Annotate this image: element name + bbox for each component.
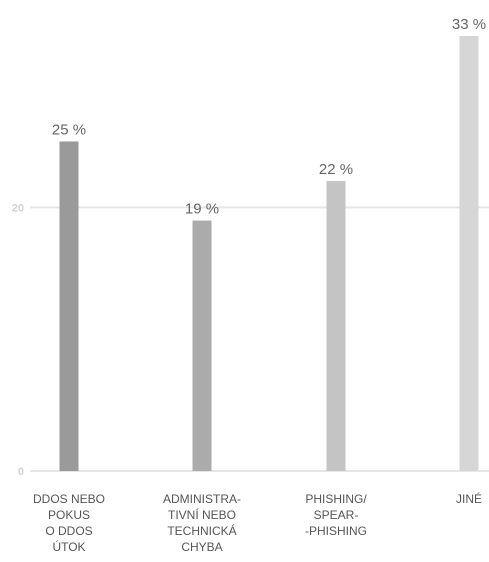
- category-label-line: O DDOS: [45, 524, 92, 538]
- value-label: 25 %: [52, 121, 86, 138]
- bar: [192, 220, 212, 471]
- category-label-line: SPEAR-: [314, 508, 359, 522]
- category-label-line: JINÉ: [456, 491, 482, 506]
- y-axis-ticks: 0 20: [12, 202, 24, 478]
- value-labels: 25 % 19 % 22 % 33 %: [52, 16, 486, 218]
- category-label-line: -PHISHING: [305, 524, 367, 538]
- category-label-line: DDOS NEBO: [33, 492, 105, 506]
- bars: [59, 36, 479, 472]
- category-label-line: PHISHING/: [305, 492, 367, 506]
- category-label: DDOS NEBO POKUS O DDOS ÚTOK: [33, 492, 105, 554]
- value-label: 19 %: [185, 201, 219, 218]
- gridlines: [30, 206, 489, 472]
- category-label-line: POKUS: [48, 508, 90, 522]
- category-label: PHISHING/SPEAR- -PHISHING: [305, 492, 367, 538]
- y-tick-label: 0: [18, 466, 24, 478]
- category-label-line: ÚTOK: [52, 539, 85, 554]
- category-label-line: TECHNICKÁ: [167, 523, 236, 538]
- category-label: JINÉ: [456, 491, 482, 506]
- category-labels: DDOS NEBO POKUS O DDOS ÚTOK ADMINISTRA-TIVNÍ…: [33, 491, 482, 554]
- bar: [459, 36, 479, 471]
- value-label: 33 %: [452, 16, 486, 33]
- category-label-line: TIVNÍ NEBO: [168, 507, 236, 522]
- y-tick-label: 20: [12, 202, 24, 214]
- bar: [59, 141, 79, 472]
- bar: [326, 181, 346, 471]
- value-label: 22 %: [319, 161, 353, 178]
- category-label-line: CHYBA: [181, 540, 222, 554]
- category-label-line: ADMINISTRA-: [163, 492, 241, 506]
- category-label: ADMINISTRA-TIVNÍ NEBO TECHNICKÁ CHYBA: [163, 492, 241, 554]
